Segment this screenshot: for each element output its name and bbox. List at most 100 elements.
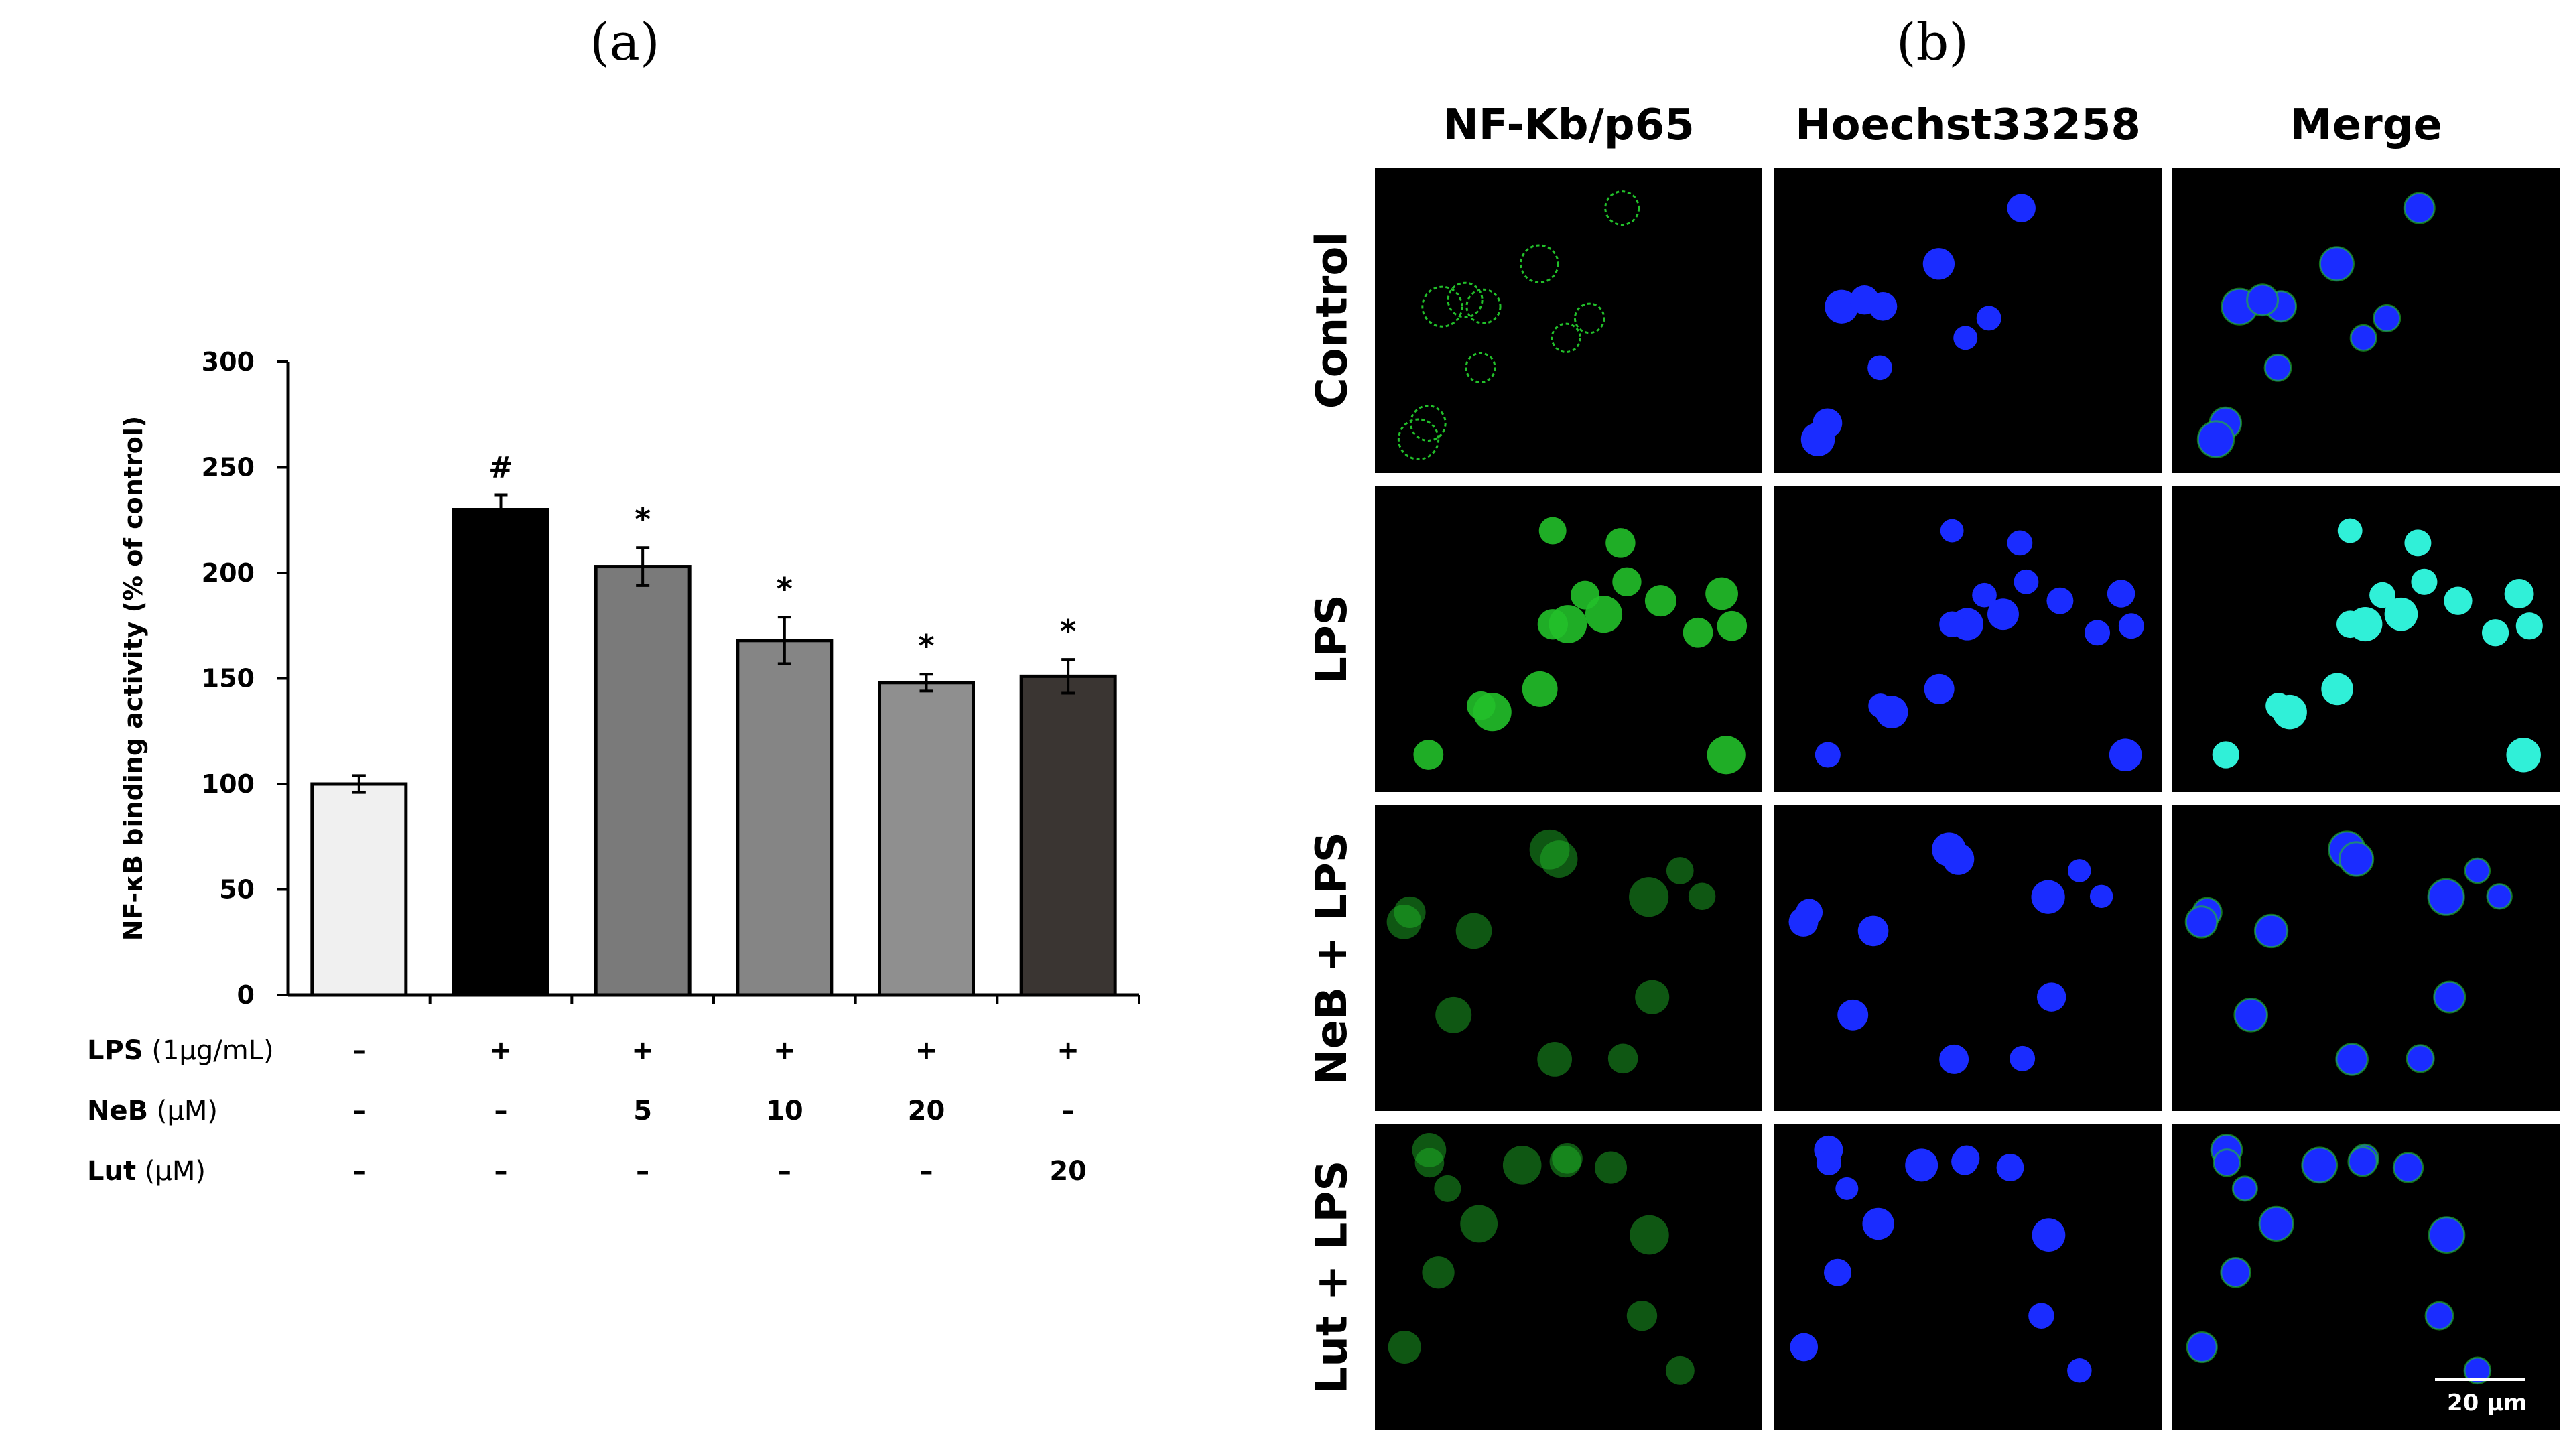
nucleus (2007, 194, 2036, 222)
condition-value: – (636, 1156, 650, 1187)
p65-cell (1455, 913, 1492, 949)
p65-cell (1435, 996, 1472, 1033)
significance-marker: * (918, 628, 934, 664)
p65-cell (1421, 285, 1463, 328)
merged-cell (2403, 192, 2436, 224)
merged-cell (2347, 1146, 2378, 1177)
micrograph (2172, 1124, 2560, 1430)
nucleus (2089, 884, 2113, 908)
micrograph-canvas (2196, 192, 2436, 458)
merged-cell (2231, 1175, 2258, 1202)
nucleus (1825, 289, 1859, 324)
condition-value: + (915, 1035, 938, 1066)
p65-cell (1717, 610, 1748, 641)
merged-cell (2220, 1256, 2251, 1288)
condition-value: + (631, 1035, 654, 1066)
merged-cell (2335, 1043, 2369, 1076)
bar (310, 782, 408, 997)
p65-cell (1537, 1042, 1573, 1077)
micrograph-canvas (1413, 517, 1748, 775)
p65-cell (1388, 1331, 1421, 1364)
micrograph (2172, 805, 2560, 1111)
p65-cell (1540, 840, 1578, 878)
y-tick-label: 100 (202, 769, 255, 799)
condition-value: – (494, 1156, 508, 1187)
p65-cell (1630, 1215, 1669, 1255)
nucleus (1976, 306, 2001, 331)
merged-cell (2196, 420, 2235, 458)
merged-cell (2318, 246, 2355, 282)
merged-cell (2212, 741, 2239, 769)
micrograph-canvas (1815, 519, 2144, 772)
significance-marker: * (635, 501, 651, 537)
merged-cell (2427, 878, 2465, 916)
p65-cell (1386, 905, 1422, 939)
condition-value: – (352, 1096, 366, 1126)
nucleus (2067, 1358, 2092, 1383)
nucleus (1788, 907, 1819, 937)
merged-cell (2233, 998, 2269, 1033)
micrograph (2172, 486, 2560, 792)
merged-cell (2337, 518, 2363, 543)
nucleus (2028, 1303, 2054, 1329)
condition-value: – (777, 1156, 791, 1187)
condition-label: LPS (1µg/mL) (87, 1035, 274, 1066)
merged-cell (2184, 905, 2219, 939)
nucleus (1972, 582, 1997, 608)
p65-cell (1465, 288, 1502, 324)
condition-name: NeB (87, 1096, 149, 1126)
nucleus (1800, 422, 1835, 456)
y-tick-label: 250 (202, 453, 255, 482)
micrograph-canvas (1397, 190, 1640, 460)
merged-cell (2253, 913, 2289, 949)
merged-cell (2481, 619, 2509, 647)
bar (452, 508, 549, 997)
nucleus (1835, 1177, 1859, 1200)
microscopy-grid: NF-Kb/p65 Hoechst33258 Merge Control LPS NeB … (1293, 94, 2567, 1456)
micrograph-canvas (2186, 1134, 2492, 1385)
micrograph-canvas (2184, 830, 2513, 1076)
y-tick-label: 300 (202, 347, 255, 377)
nucleus (1875, 696, 1908, 728)
p65-cell (1447, 281, 1484, 318)
condition-value: 20 (1049, 1156, 1087, 1187)
p65-cell (1520, 244, 1559, 284)
p65-cell (1552, 1143, 1583, 1174)
micrograph-canvas (1800, 194, 2036, 456)
bar (736, 639, 834, 997)
merged-cell (2272, 694, 2307, 730)
merged-cell (2515, 612, 2543, 640)
merged-cell (2464, 857, 2491, 884)
p65-cell (1537, 609, 1569, 640)
p65-cell (1644, 585, 1676, 617)
micrograph (1774, 805, 2162, 1111)
p65-cell (1707, 736, 1746, 775)
micrograph (1375, 1124, 1762, 1430)
merged-cell (2263, 353, 2292, 382)
micrograph (1375, 168, 1762, 473)
merged-cell (2504, 579, 2534, 608)
micrograph (1375, 486, 1762, 792)
p65-cell (1705, 577, 1738, 610)
condition-unit: (1µg/mL) (143, 1035, 274, 1066)
nucleus (2107, 580, 2135, 608)
nucleus (2085, 620, 2111, 646)
significance-marker: * (777, 571, 793, 607)
nucleus (1987, 598, 2019, 631)
merged-cell (2336, 610, 2364, 639)
p65-cell (1465, 352, 1496, 383)
nucleus (1816, 1150, 1842, 1175)
nucleus (2032, 1218, 2066, 1252)
nucleus (1924, 673, 1955, 704)
condition-label: NeB (µM) (87, 1096, 218, 1126)
p65-cell (1538, 517, 1567, 545)
column-header: NF-Kb/p65 (1443, 101, 1695, 150)
merged-cell (2392, 1152, 2424, 1183)
nucleus (2067, 859, 2091, 882)
merged-cell (2369, 582, 2395, 608)
condition-unit: (µM) (148, 1096, 218, 1126)
merged-cell (2373, 304, 2401, 332)
condition-name: LPS (87, 1035, 143, 1066)
panel-label-a: (a) (590, 12, 660, 72)
p65-cell (1522, 671, 1558, 707)
